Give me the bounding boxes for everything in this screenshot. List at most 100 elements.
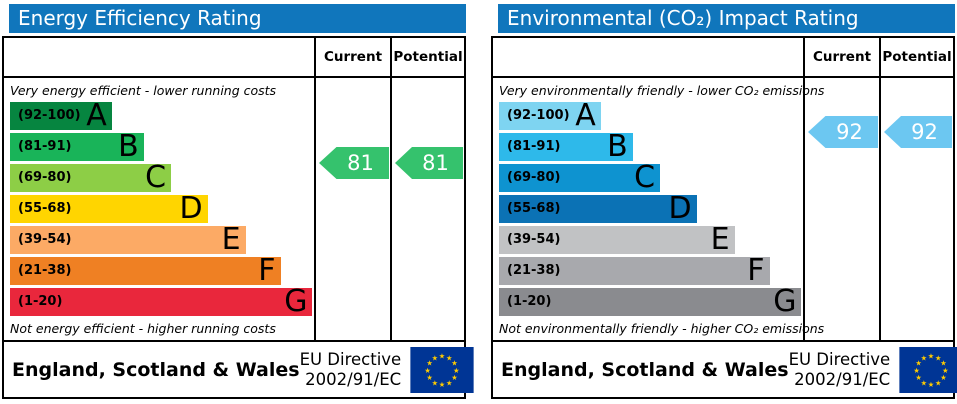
svg-text:★: ★ (935, 353, 941, 362)
panel-title: Energy Efficiency Rating (9, 4, 466, 33)
band-letter: F (258, 252, 276, 288)
band-bar-e: (39-54) E (499, 221, 735, 257)
band-row-e: (39-54) E (499, 221, 803, 257)
svg-text:★: ★ (432, 353, 438, 362)
svg-text:★: ★ (425, 365, 431, 374)
rating-table: Current Potential Very environmentally f… (491, 36, 957, 399)
band-bar-f: (21-38) F (499, 252, 770, 288)
eu-directive-line1: EU Directive (299, 350, 402, 370)
rating-bands: (92-100) A (81-91) B (69-80) C (55-68) D (39-54)… (493, 97, 803, 319)
band-letter: A (575, 97, 596, 133)
band-bar-b: (81-91) B (499, 128, 633, 164)
potential-rating-cell: 81 (390, 78, 464, 340)
band-bar-g: (1-20) G (499, 286, 802, 316)
potential-rating-arrow: 81 (395, 147, 463, 179)
table-footer: England, Scotland & Wales EU Directive 2… (4, 340, 474, 397)
band-letter: E (221, 221, 241, 257)
band-range-label: (81-91) (507, 139, 561, 155)
band-row-g: (1-20) G (10, 283, 314, 319)
band-range-label: (55-68) (507, 201, 561, 217)
band-letter: D (668, 190, 692, 226)
band-row-f: (21-38) F (10, 252, 314, 288)
band-row-a: (92-100) A (499, 97, 803, 133)
band-letter: D (179, 190, 203, 226)
rating-table: Current Potential Very energy efficient … (2, 36, 474, 399)
svg-text:★: ★ (432, 378, 438, 387)
band-row-d: (55-68) D (10, 190, 314, 226)
svg-text:★: ★ (914, 365, 920, 374)
table-footer: England, Scotland & Wales EU Directive 2… (493, 340, 957, 397)
eu-directive-line2: 2002/91/EC (305, 369, 402, 389)
band-letter: C (634, 159, 656, 195)
band-bar-f: (21-38) F (10, 252, 281, 288)
band-row-d: (55-68) D (499, 190, 803, 226)
band-bar-a: (92-100) A (10, 97, 112, 133)
bottom-note: Not environmentally friendly - higher CO… (499, 320, 825, 336)
band-letter: G (284, 283, 308, 319)
svg-text:★: ★ (439, 351, 445, 360)
band-range-label: (21-38) (507, 263, 561, 279)
svg-text:★: ★ (935, 378, 941, 387)
svg-text:★: ★ (446, 353, 452, 362)
svg-text:★: ★ (453, 365, 459, 374)
band-letter: E (710, 221, 730, 257)
svg-text:★: ★ (446, 378, 452, 387)
band-row-e: (39-54) E (10, 221, 314, 257)
current-rating-cell: 81 (314, 78, 390, 340)
eu-directive-line2: 2002/91/EC (794, 369, 891, 389)
band-range-label: (81-91) (18, 139, 72, 155)
band-bar-c: (69-80) C (10, 159, 172, 195)
eu-directive-line1: EU Directive (788, 350, 891, 370)
bands-column: Very environmentally friendly - lower CO… (493, 78, 825, 340)
band-bar-d: (55-68) D (499, 190, 697, 226)
band-bar-g: (1-20) G (10, 283, 313, 319)
band-bar-c: (69-80) C (499, 159, 661, 195)
band-range-label: (21-38) (18, 263, 72, 279)
svg-text:★: ★ (921, 353, 927, 362)
band-range-label: (92-100) (507, 108, 570, 124)
band-row-b: (81-91) B (10, 128, 314, 164)
band-letter: B (607, 128, 628, 164)
svg-text:★: ★ (427, 358, 433, 367)
energy-efficiency-panel: Energy Efficiency Rating Current Potenti… (2, 4, 474, 404)
rating-bands: (92-100) A (81-91) B (69-80) C (55-68) D (39-54)… (4, 97, 314, 319)
eu-directive-label: EU Directive 2002/91/EC (789, 350, 891, 389)
band-range-label: (39-54) (18, 232, 72, 248)
eu-flag-icon: ★ ★★ ★★★ ★★★ ★★★ (899, 346, 957, 393)
environmental-impact-panel: Environmental (CO₂) Impact Rating Curren… (491, 4, 957, 404)
current-rating-arrow: 81 (319, 147, 389, 179)
current-rating-cell: 92 (803, 78, 879, 340)
band-letter: B (118, 128, 139, 164)
table-body: Very environmentally friendly - lower CO… (493, 78, 953, 340)
svg-text:★: ★ (916, 358, 922, 367)
table-header-row: Current Potential (493, 38, 953, 78)
header-spacer (4, 38, 314, 76)
eu-flag-icon: ★ ★★ ★★★ ★★★ ★★★ (410, 346, 474, 393)
band-row-b: (81-91) B (499, 128, 803, 164)
band-letter: A (86, 97, 107, 133)
current-column-header: Current (314, 38, 390, 76)
eu-directive-label: EU Directive 2002/91/EC (300, 350, 402, 389)
band-row-a: (92-100) A (10, 97, 314, 133)
top-note: Very energy efficient - lower running co… (10, 83, 277, 98)
potential-column-header: Potential (879, 38, 953, 76)
band-letter: C (145, 159, 167, 195)
potential-column-header: Potential (390, 38, 464, 76)
svg-text:★: ★ (940, 358, 946, 367)
header-spacer (493, 38, 803, 76)
svg-text:★: ★ (921, 378, 927, 387)
band-letter: F (747, 252, 765, 288)
potential-rating-cell: 92 (879, 78, 953, 340)
band-range-label: (69-80) (507, 170, 561, 186)
top-note: Very environmentally friendly - lower CO… (499, 83, 825, 98)
band-bar-b: (81-91) B (10, 128, 144, 164)
current-rating-arrow: 92 (808, 116, 878, 148)
region-label: England, Scotland & Wales (12, 358, 300, 381)
band-row-f: (21-38) F (499, 252, 803, 288)
table-header-row: Current Potential (4, 38, 464, 78)
svg-text:★: ★ (940, 373, 946, 382)
band-bar-d: (55-68) D (10, 190, 208, 226)
table-body: Very energy efficient - lower running co… (4, 78, 464, 340)
band-row-c: (69-80) C (10, 159, 314, 195)
band-range-label: (92-100) (18, 108, 81, 124)
